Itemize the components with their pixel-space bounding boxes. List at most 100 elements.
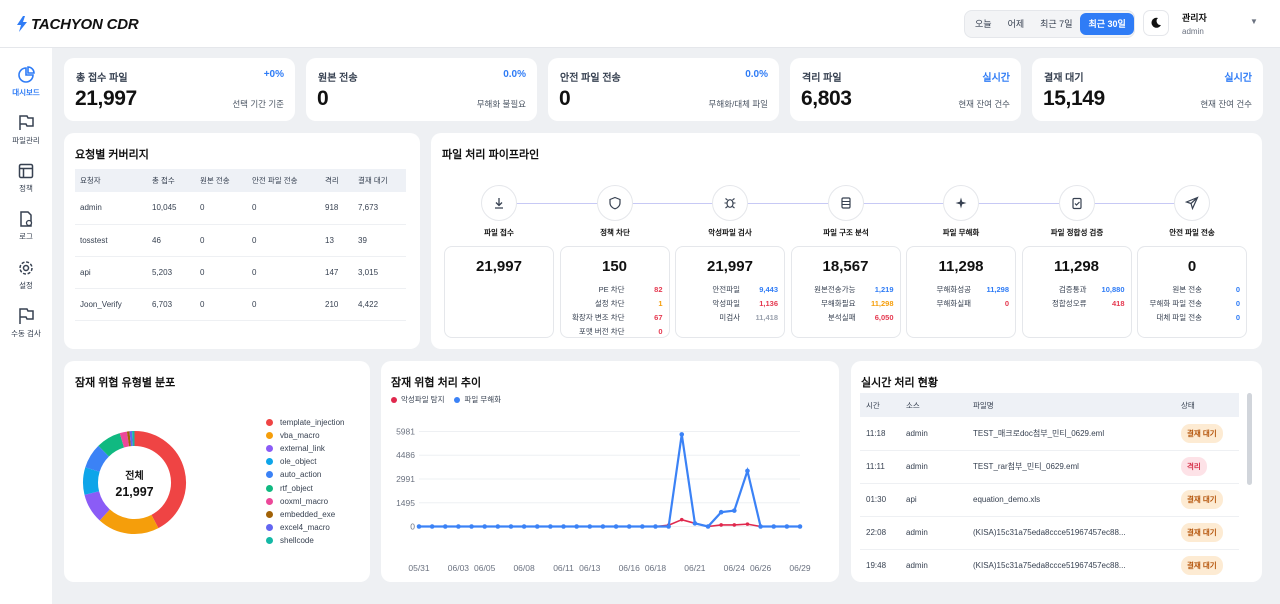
pipeline-detail-row: 포맷 버전 차단 0 bbox=[567, 324, 663, 338]
pipeline-step-7-icon-button[interactable] bbox=[1174, 185, 1210, 221]
app-logo[interactable]: TACHYON CDR bbox=[16, 13, 139, 35]
sidebar-item-policy[interactable]: 정책 bbox=[0, 162, 52, 194]
data-point[interactable] bbox=[692, 521, 698, 526]
table-row[interactable]: 19:48 admin (KISA)15c31a75eda8ccce51967457… bbox=[860, 549, 1239, 583]
legend-item-malware[interactable]: 악성파일 탐지 bbox=[391, 394, 444, 405]
donut-slice-ooxml_macro[interactable] bbox=[119, 431, 130, 448]
data-point[interactable] bbox=[534, 524, 540, 529]
data-point[interactable] bbox=[758, 524, 763, 529]
data-point[interactable] bbox=[745, 522, 750, 526]
data-point[interactable] bbox=[797, 524, 803, 529]
data-point[interactable] bbox=[626, 524, 632, 529]
table-row[interactable]: Joon_Verify 6,703 0 0 210 4,422 bbox=[75, 288, 406, 321]
data-point[interactable] bbox=[771, 524, 777, 529]
user-menu[interactable]: 관리자 admin ▼ bbox=[1182, 11, 1262, 36]
pipeline-step-box[interactable]: 11,298 무해화성공 11,298 무해화실패 0 bbox=[906, 246, 1016, 338]
x-tick-label: 06/13 bbox=[579, 563, 601, 573]
pipeline-step-2-icon-button[interactable] bbox=[597, 185, 633, 221]
pipeline-step-box[interactable]: 21,997 bbox=[444, 246, 554, 338]
data-point[interactable] bbox=[653, 524, 658, 529]
data-point[interactable] bbox=[640, 524, 645, 529]
data-point[interactable] bbox=[666, 524, 671, 529]
kpi-title: 총 접수 파일 bbox=[76, 73, 128, 84]
pipeline-detail-row: 무해화 파일 전송 0 bbox=[1144, 296, 1240, 310]
pipeline-step-box[interactable]: 150 PE 차단 82 설정 차단 1 확장자 변조 차단 67 포맷 버전 차단 0 bbox=[559, 246, 670, 338]
data-point[interactable] bbox=[469, 524, 474, 529]
legend-dot bbox=[266, 419, 273, 426]
sidebar-item-log[interactable]: 로그 bbox=[0, 210, 52, 242]
theme-toggle-button[interactable] bbox=[1143, 10, 1169, 36]
data-point[interactable] bbox=[561, 524, 566, 529]
sidebar-item-settings[interactable]: 설정 bbox=[0, 259, 52, 291]
pipeline-step-box[interactable]: 0 원본 전송 0 무해화 파일 전송 0 대체 파일 전송 0 bbox=[1137, 246, 1247, 338]
data-point[interactable] bbox=[429, 524, 435, 529]
donut-slice-external_link[interactable] bbox=[84, 490, 111, 521]
data-point[interactable] bbox=[745, 468, 750, 474]
data-point[interactable] bbox=[600, 524, 606, 529]
table-row[interactable]: tosstest 46 0 0 13 39 bbox=[75, 224, 406, 257]
data-point[interactable] bbox=[784, 524, 790, 529]
donut-slice-ole_object[interactable] bbox=[83, 467, 100, 495]
data-point[interactable] bbox=[508, 524, 514, 529]
table-row[interactable]: api 5,203 0 0 147 3,015 bbox=[75, 256, 406, 289]
data-point[interactable] bbox=[613, 524, 619, 529]
donut-slice-auto_action[interactable] bbox=[85, 445, 110, 473]
detail-value: 0 bbox=[1235, 284, 1240, 294]
data-point[interactable] bbox=[705, 524, 711, 529]
kpi-card-original: 원본 전송 0.0% 0 무해화 불필요 bbox=[306, 58, 537, 121]
data-point[interactable] bbox=[416, 524, 422, 529]
pipeline-step-1-icon-button[interactable] bbox=[481, 185, 517, 221]
pipeline-step-5-icon-button[interactable] bbox=[943, 185, 979, 221]
data-point[interactable] bbox=[718, 509, 724, 515]
pipeline-step-box[interactable]: 21,997 안전파일 9,443 악성파일 1,136 미검사 11,418 bbox=[675, 246, 785, 338]
table-row[interactable]: 11:18 admin TEST_매크로doc첨부_민티_0629.eml 결재 대기 bbox=[860, 417, 1239, 451]
data-point[interactable] bbox=[679, 517, 684, 522]
donut-slice-vba_macro[interactable] bbox=[99, 509, 159, 534]
table-row[interactable]: 22:08 admin (KISA)15c31a75eda8ccce51967457… bbox=[860, 516, 1239, 550]
table-row[interactable]: 01:30 api equation_demo.xls 결재 대기 bbox=[860, 483, 1239, 517]
y-tick-label: 1495 bbox=[396, 498, 415, 508]
donut-slice-template_injection[interactable] bbox=[134, 431, 186, 529]
pipeline-step-box[interactable]: 18,567 원본전송가능 1,219 무해화필요 11,298 분석실패 6,050 bbox=[790, 246, 901, 338]
data-point[interactable] bbox=[719, 523, 723, 527]
kpi-card-approval: 결재 대기 실시간 15,149 현재 잔여 건수 bbox=[1032, 58, 1263, 121]
donut-slice-rtf_object[interactable] bbox=[98, 433, 125, 457]
range-yesterday[interactable]: 어제 bbox=[1007, 19, 1025, 29]
kpi-value: 0 bbox=[559, 87, 571, 110]
sidebar-item-files[interactable]: 파일관리 bbox=[0, 114, 52, 146]
pipeline-step-3-icon-button[interactable] bbox=[712, 185, 748, 221]
range-30days[interactable]: 최근 30일 bbox=[1080, 13, 1134, 35]
table-row[interactable]: admin 10,045 0 0 918 7,673 bbox=[75, 192, 406, 225]
sidebar-item-manual-scan[interactable]: 수동 검사 bbox=[0, 307, 52, 339]
data-point[interactable] bbox=[587, 524, 593, 529]
pipeline-step-value: 150 bbox=[601, 258, 628, 275]
data-point[interactable] bbox=[442, 524, 448, 529]
pipeline-step-value: 21,997 bbox=[476, 258, 522, 275]
kpi-card-quarantine: 격리 파일 실시간 6,803 현재 잔여 건수 bbox=[790, 58, 1021, 121]
range-7days[interactable]: 최근 7일 bbox=[1040, 19, 1073, 29]
legend-item-sanitize[interactable]: 파일 무해화 bbox=[454, 394, 501, 405]
data-point[interactable] bbox=[574, 524, 579, 529]
data-point[interactable] bbox=[679, 432, 685, 437]
data-point[interactable] bbox=[548, 524, 553, 529]
sidebar-item-dashboard[interactable]: 대시보드 bbox=[0, 66, 52, 98]
pipeline-step-value: 11,298 bbox=[1053, 258, 1100, 275]
cell-approval: 7,673 bbox=[353, 192, 406, 225]
range-today[interactable]: 오늘 bbox=[975, 19, 992, 29]
data-point[interactable] bbox=[521, 524, 527, 529]
data-point[interactable] bbox=[495, 524, 501, 529]
data-point[interactable] bbox=[732, 523, 737, 527]
database-icon bbox=[841, 197, 851, 209]
data-point[interactable] bbox=[732, 508, 737, 513]
pipeline-step-4-icon-button[interactable] bbox=[828, 185, 864, 221]
flag-icon bbox=[19, 308, 34, 324]
detail-value: 0 bbox=[1235, 298, 1240, 308]
chevron-down-icon: ▼ bbox=[1250, 17, 1258, 26]
data-point[interactable] bbox=[482, 524, 487, 529]
data-point[interactable] bbox=[456, 524, 461, 529]
scrollbar-thumb[interactable] bbox=[1247, 393, 1252, 485]
table-row[interactable]: 11:11 admin TEST_rar첨부_민티_0629.eml 격리 bbox=[860, 450, 1239, 484]
pipeline-step-box[interactable]: 11,298 검증통과 10,880 정합성오류 418 bbox=[1021, 246, 1132, 338]
pipeline-step-6-icon-button[interactable] bbox=[1059, 185, 1095, 221]
legend-dot bbox=[266, 458, 273, 466]
